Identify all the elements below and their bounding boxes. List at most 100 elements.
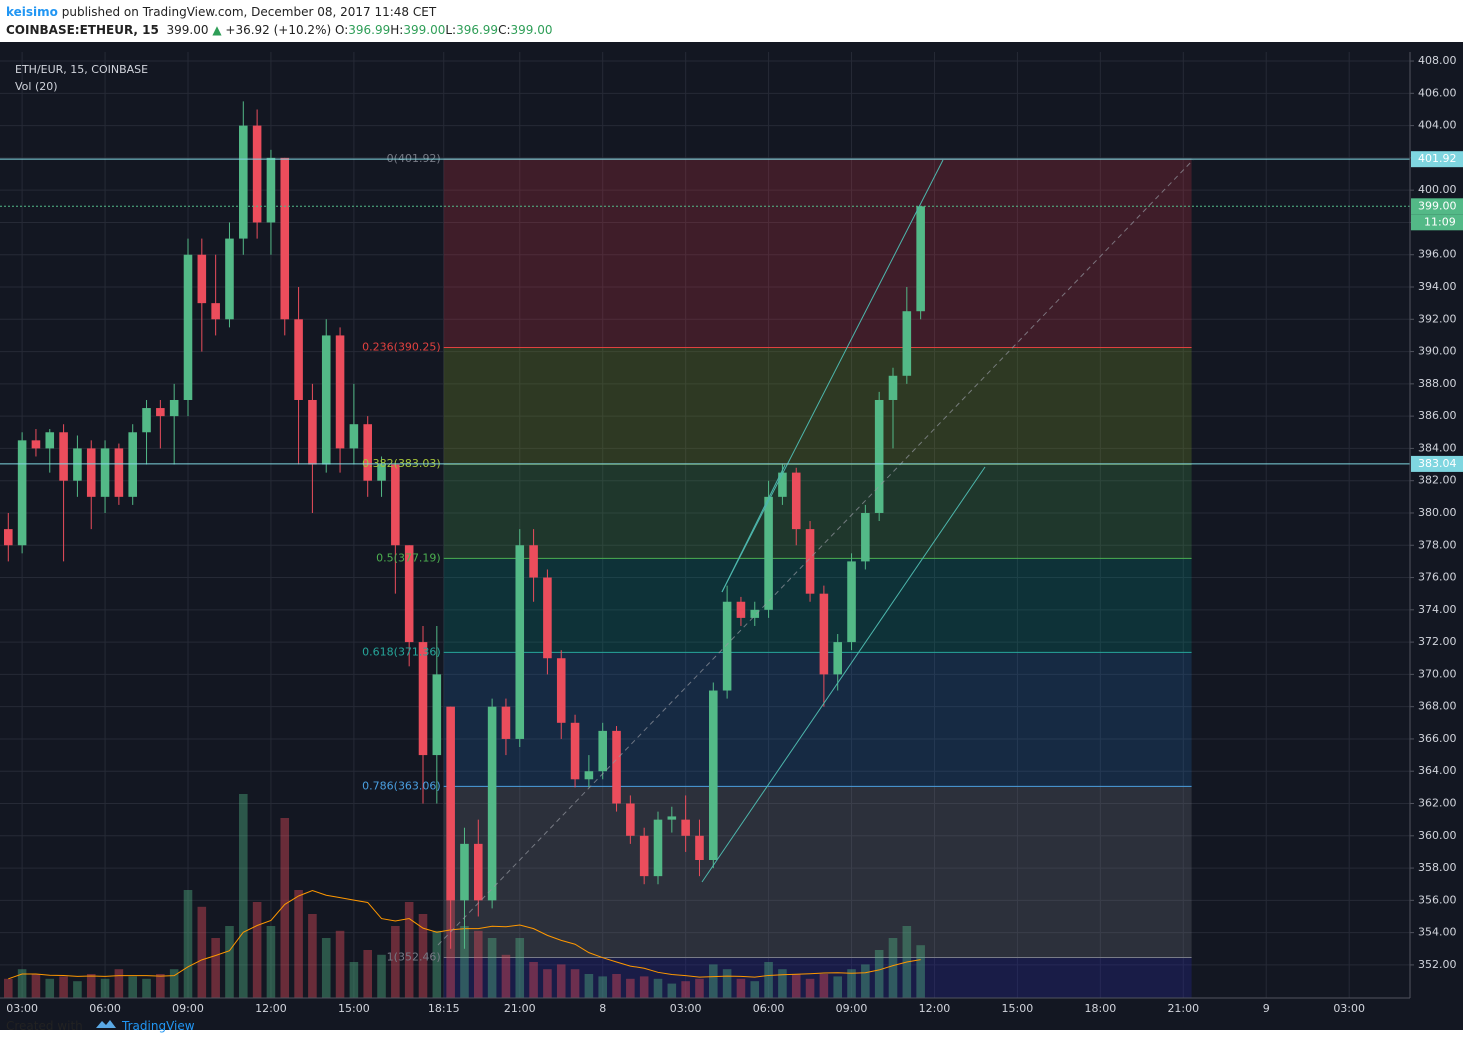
- y-tick-label: 394.00: [1418, 280, 1457, 293]
- candle-body: [750, 609, 760, 618]
- fib-zone: [443, 159, 1192, 348]
- candle-body: [487, 706, 497, 901]
- candle-body: [418, 642, 428, 756]
- last: 399.00: [166, 23, 209, 37]
- candle-body: [363, 424, 372, 481]
- ohlc-key: H:: [390, 23, 404, 37]
- candle-body: [736, 601, 746, 618]
- candle-body: [45, 432, 55, 449]
- volume-bar: [584, 974, 594, 998]
- volume-bar: [681, 981, 690, 998]
- volume-bar: [778, 969, 787, 998]
- volume-bar: [515, 938, 525, 998]
- x-tick-label: 12:00: [255, 1002, 287, 1015]
- volume-bar: [31, 974, 41, 998]
- candle-body: [805, 529, 815, 594]
- candle-body: [349, 424, 359, 449]
- candle-body: [695, 835, 704, 860]
- y-tick-label: 392.00: [1418, 312, 1457, 325]
- ohlc-value: 399.00: [403, 23, 446, 37]
- volume-bar: [529, 962, 538, 998]
- y-tick-label: 370.00: [1418, 667, 1457, 680]
- volume-bar: [626, 978, 635, 998]
- candle-body: [778, 472, 787, 497]
- candle-body: [460, 843, 469, 901]
- y-tick-label: 366.00: [1418, 732, 1457, 745]
- fib-zone: [443, 786, 1192, 958]
- volume-bar: [543, 969, 552, 998]
- volume-bar: [639, 976, 649, 998]
- volume-bar: [916, 945, 925, 998]
- symbol: COINBASE:ETHEUR, 15: [6, 23, 159, 37]
- volume-bar: [86, 974, 96, 998]
- volume-bar: [114, 969, 124, 998]
- ohlc-value: 399.00: [510, 23, 553, 37]
- brand[interactable]: TradingView: [122, 1019, 195, 1033]
- volume-bar: [266, 926, 276, 998]
- volume-bar: [750, 981, 760, 998]
- legend-volume: Vol (20): [15, 80, 58, 93]
- ohlc-value: 396.99: [456, 23, 499, 37]
- volume-bar: [501, 954, 511, 998]
- candle-body: [197, 254, 207, 304]
- candle-body: [667, 816, 677, 820]
- x-tick-label: 9: [1263, 1002, 1270, 1015]
- candle-body: [847, 561, 856, 643]
- candle-body: [294, 319, 303, 400]
- y-tick-label: 380.00: [1418, 506, 1457, 519]
- candle-body: [902, 311, 912, 376]
- volume-bar: [418, 914, 428, 998]
- candle-body: [598, 730, 607, 772]
- volume-bar: [764, 962, 773, 998]
- countdown-tag: [1411, 214, 1463, 231]
- candle-body: [791, 472, 801, 530]
- volume-bar: [819, 974, 829, 998]
- fib-label: 0.5(377.19): [376, 551, 441, 564]
- volume-bar: [308, 914, 317, 998]
- fib-zone: [443, 957, 1192, 998]
- candle-body: [169, 399, 179, 417]
- candle-body: [709, 690, 718, 860]
- candle-body: [474, 843, 483, 901]
- candle-body: [17, 440, 27, 546]
- candle-body: [888, 375, 898, 400]
- ohlc-value: 396.99: [348, 23, 391, 37]
- x-tick-label: 09:00: [836, 1002, 868, 1015]
- y-tick-label: 396.00: [1418, 248, 1457, 261]
- candle-body: [819, 593, 829, 675]
- volume-bar: [59, 976, 68, 998]
- y-tick-label: 378.00: [1418, 538, 1457, 551]
- y-tick-label: 404.00: [1418, 119, 1457, 132]
- candle-body: [377, 464, 386, 481]
- candle-body: [833, 642, 842, 675]
- y-tick-label: 374.00: [1418, 603, 1457, 616]
- x-tick-label: 21:00: [504, 1002, 536, 1015]
- candle-body: [86, 448, 96, 497]
- candle-body: [681, 819, 690, 836]
- legend-title: ETH/EUR, 15, COINBASE: [15, 63, 148, 76]
- x-tick-label: 06:00: [89, 1002, 121, 1015]
- fib-label: 0.618(371.36): [362, 645, 441, 658]
- y-tick-label: 382.00: [1418, 474, 1457, 487]
- fib-label: 1(352.46): [387, 950, 441, 963]
- price-tag: [1411, 455, 1463, 472]
- volume-bar: [294, 890, 303, 998]
- x-tick-label: 06:00: [753, 1002, 785, 1015]
- candle-body: [570, 722, 580, 780]
- candle-body: [266, 157, 276, 223]
- candle-body: [612, 730, 621, 804]
- candle-body: [639, 835, 649, 877]
- candle-body: [183, 254, 193, 400]
- volume-bar: [861, 964, 870, 998]
- y-tick-label: 354.00: [1418, 926, 1457, 939]
- author[interactable]: keisimo: [6, 5, 58, 19]
- ohlc-key: L:: [445, 23, 457, 37]
- volume-bar: [239, 794, 248, 998]
- y-tick-label: 358.00: [1418, 861, 1457, 874]
- x-tick-label: 18:15: [428, 1002, 460, 1015]
- candle-body: [874, 399, 884, 513]
- candle-body: [653, 819, 663, 877]
- candle-body: [556, 658, 566, 723]
- y-tick-label: 376.00: [1418, 571, 1457, 584]
- volume-bar: [474, 930, 483, 998]
